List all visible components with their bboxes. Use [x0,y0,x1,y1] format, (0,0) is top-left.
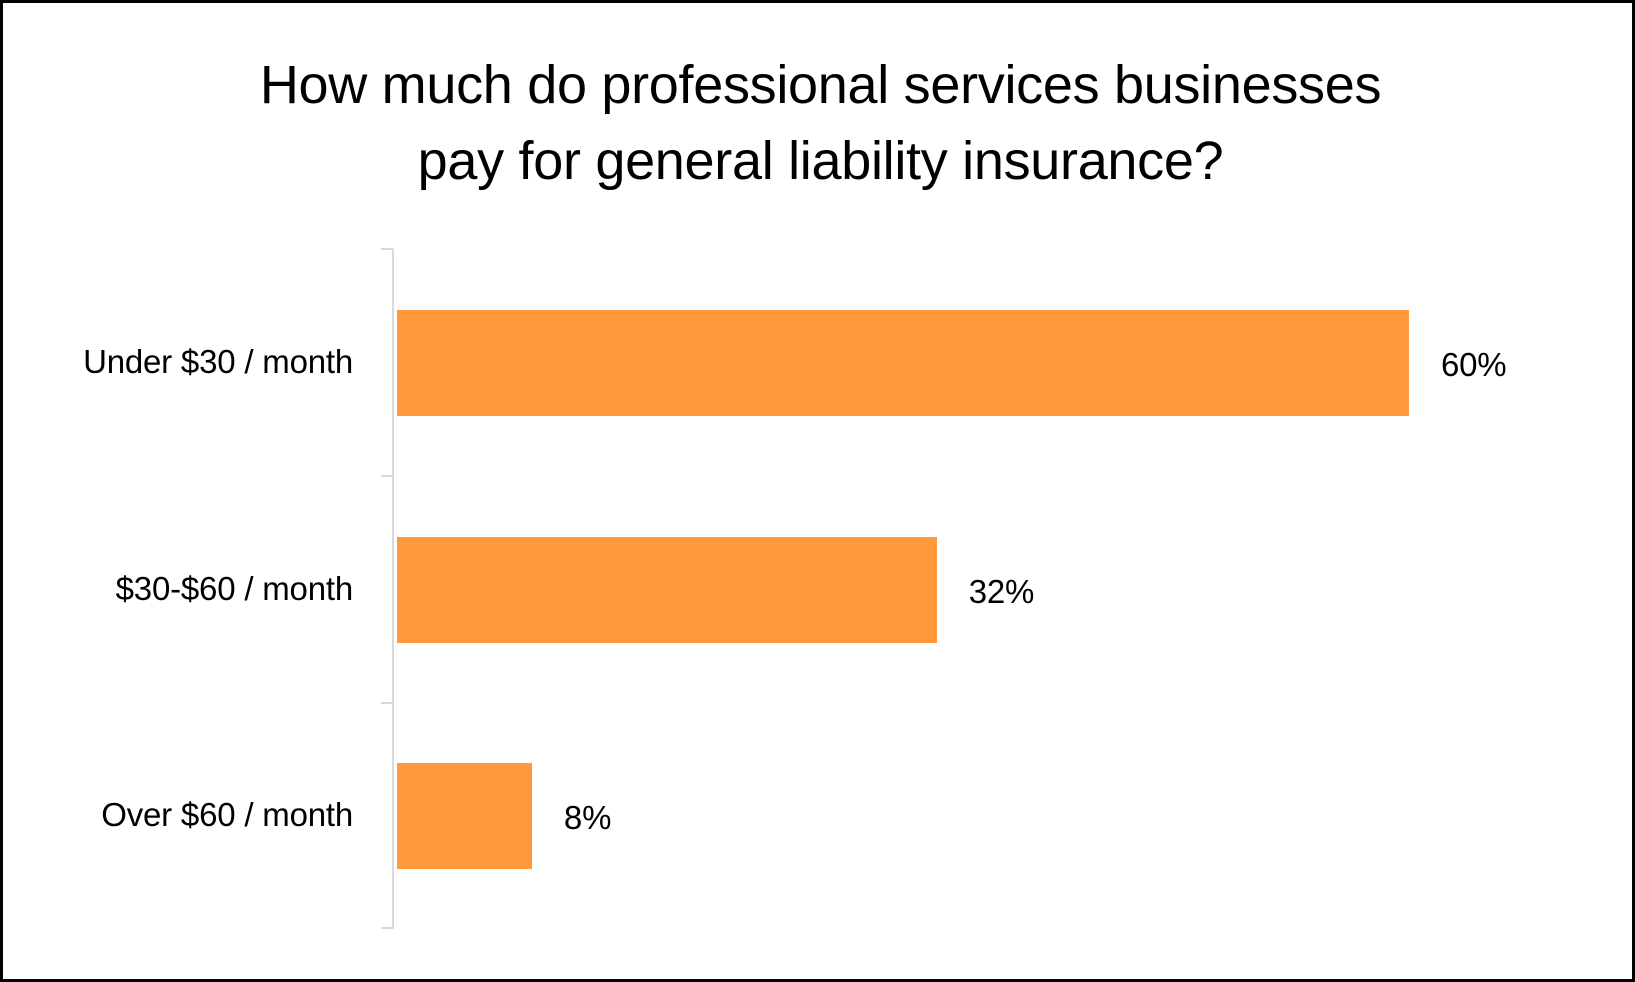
category-label: Over $60 / month [101,796,353,833]
value-label: 8% [563,799,612,836]
value-label: 60% [1441,346,1507,383]
axis-tick [381,927,393,929]
chart-title-line-2: pay for general liability insurance? [417,131,1224,191]
chart-title-line-1: How much do professional services busine… [259,55,1382,115]
axis-tick [381,702,393,704]
category-label: Under $30 / month [83,343,353,380]
bar-over-60 [397,763,532,869]
category-axis-line [392,249,394,929]
value-label: 32% [968,573,1035,610]
bar-under-30 [397,310,1409,416]
category-label: $30-$60 / month [115,570,354,607]
chart-title: How much do professional services busine… [3,47,1635,199]
bar-30-to-60 [397,537,937,643]
axis-tick [381,248,393,250]
axis-tick [381,475,393,477]
